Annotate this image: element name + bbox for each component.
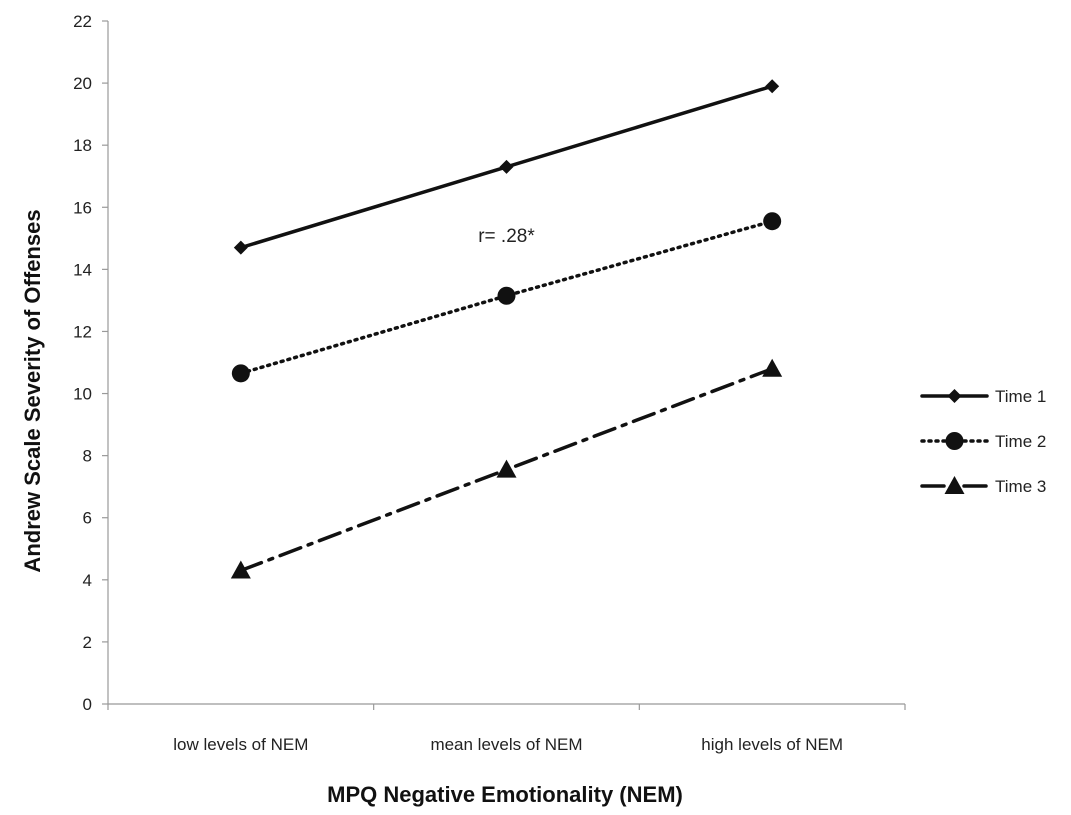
legend-item: Time 3 [920, 476, 1046, 496]
data-point [231, 364, 250, 383]
y-tick-label: 10 [73, 385, 92, 404]
legend-label: Time 2 [995, 432, 1046, 451]
series-1 [233, 79, 780, 255]
data-point [765, 79, 780, 94]
chart-legend: Time 1 Time 2 Time 3 [920, 387, 1046, 496]
legend-item: Time 1 [920, 387, 1046, 406]
y-tick-label: 18 [73, 136, 92, 155]
data-point [496, 459, 517, 478]
y-tick-label: 20 [73, 74, 92, 93]
series-2 [231, 212, 782, 383]
y-tick-label: 2 [83, 633, 92, 652]
legend-marker [945, 432, 964, 450]
data-point [762, 358, 783, 377]
y-tick-label: 16 [73, 198, 92, 217]
y-tick-label: 12 [73, 322, 92, 341]
y-tick-label: 4 [83, 571, 92, 590]
x-axis-title: MPQ Negative Emotionality (NEM) [327, 782, 683, 807]
data-point [230, 560, 251, 579]
legend-marker [947, 389, 962, 403]
data-point [763, 212, 782, 231]
legend-item: Time 2 [920, 432, 1046, 451]
x-axis-ticks: low levels of NEM mean levels of NEM high … [107, 704, 906, 754]
y-axis-title: Andrew Scale Severity of Offenses [20, 209, 45, 572]
legend-label: Time 3 [995, 477, 1046, 496]
chart-axes [107, 21, 905, 705]
chart-series [230, 79, 783, 579]
x-tick-label: high levels of NEM [701, 735, 843, 754]
y-tick-label: 8 [83, 447, 92, 466]
x-tick-label: low levels of NEM [173, 735, 308, 754]
data-point [497, 286, 516, 305]
legend-marker [944, 476, 965, 494]
y-axis-ticks: 0 2 4 6 8 10 12 14 16 18 20 22 [73, 12, 108, 714]
x-tick-label: mean levels of NEM [430, 735, 582, 754]
y-tick-label: 14 [73, 260, 92, 279]
series-3 [230, 358, 783, 579]
y-tick-label: 22 [73, 12, 92, 31]
series-line [239, 219, 774, 376]
legend-label: Time 1 [995, 387, 1046, 406]
y-tick-label: 0 [83, 695, 92, 714]
chart-annotations: r= .28* [478, 226, 535, 247]
y-tick-label: 6 [83, 509, 92, 528]
annotation-text: r= .28* [478, 226, 535, 247]
data-point [499, 159, 514, 174]
data-point [233, 240, 248, 255]
